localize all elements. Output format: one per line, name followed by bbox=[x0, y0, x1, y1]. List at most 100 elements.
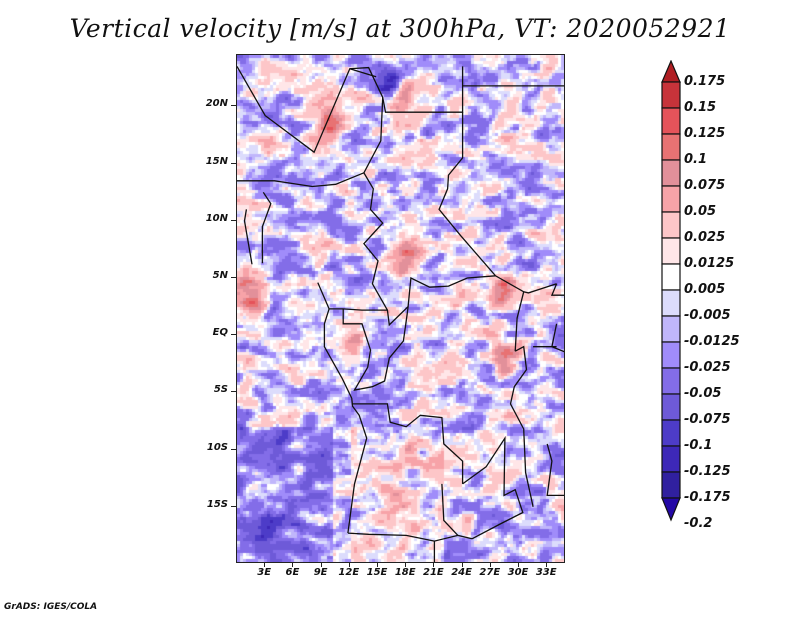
longitude-tick-label: 33E bbox=[535, 567, 557, 578]
latitude-tick bbox=[231, 391, 236, 393]
longitude-tick-label: 9E bbox=[313, 567, 328, 578]
latitude-tick-label: 5S bbox=[213, 384, 228, 396]
colorbar-swatch bbox=[661, 159, 681, 187]
colorbar-tick-label: -0.005 bbox=[684, 308, 731, 323]
colorbar-tick-label: 0.025 bbox=[684, 230, 726, 245]
latitude-tick bbox=[231, 334, 236, 336]
longitude-tick bbox=[489, 563, 491, 567]
colorbar-tick-label: 0.15 bbox=[684, 100, 717, 115]
colorbar-swatch bbox=[661, 367, 681, 395]
colorbar-tick-label: -0.2 bbox=[684, 516, 713, 531]
latitude-tick bbox=[231, 277, 236, 279]
colorbar-swatch bbox=[661, 393, 681, 421]
latitude-tick bbox=[231, 219, 236, 221]
map-panel bbox=[236, 54, 565, 563]
colorbar-tick-label: -0.175 bbox=[684, 490, 731, 505]
colorbar-swatch bbox=[661, 445, 681, 473]
latitude-tick-label: 10S bbox=[206, 441, 228, 453]
colorbar-tick-label: 0.05 bbox=[684, 204, 717, 219]
colorbar-swatch bbox=[661, 263, 681, 291]
longitude-tick bbox=[546, 563, 548, 567]
colorbar-tick-label: -0.05 bbox=[684, 386, 722, 401]
border-line bbox=[441, 483, 473, 540]
latitude-tick bbox=[231, 162, 236, 164]
longitude-tick bbox=[320, 563, 322, 567]
longitude-tick-label: 3E bbox=[257, 567, 272, 578]
longitude-tick-label: 27E bbox=[479, 567, 501, 578]
longitude-tick bbox=[433, 563, 435, 567]
colorbar-swatch bbox=[661, 289, 681, 317]
longitude-tick-label: 12E bbox=[338, 567, 360, 578]
latitude-tick bbox=[231, 505, 236, 507]
colorbar-tick-label: 0.175 bbox=[684, 74, 726, 89]
longitude-tick-label: 15E bbox=[366, 567, 388, 578]
colorbar-tick-label: 0.0125 bbox=[684, 256, 735, 271]
colorbar-tick-label: -0.1 bbox=[684, 438, 713, 453]
longitude-tick bbox=[461, 563, 463, 567]
border-line bbox=[317, 282, 388, 311]
colorbar-swatch bbox=[661, 237, 681, 265]
colorbar-swatch bbox=[661, 341, 681, 369]
credit-label: GrADS: IGES/COLA bbox=[4, 602, 98, 612]
colorbar-tick-label: 0.1 bbox=[684, 152, 708, 167]
border-line bbox=[438, 112, 557, 294]
latitude-tick-label: 5N bbox=[212, 270, 228, 282]
longitude-tick bbox=[518, 563, 519, 567]
colorbar-swatch bbox=[661, 185, 681, 213]
border-line bbox=[323, 308, 353, 399]
colorbar-swatch bbox=[661, 211, 681, 239]
longitude-tick bbox=[264, 563, 266, 567]
chart-title: Vertical velocity [m/s] at 300hPa, VT: 2… bbox=[69, 14, 731, 43]
longitude-tick-label: 21E bbox=[423, 567, 444, 578]
colorbar-legend: 0.175 0.15 0.125 0.1 0.075 0.05 0.025 0.0125 0.0… bbox=[660, 59, 780, 531]
border-line bbox=[550, 283, 564, 296]
latitude-tick bbox=[231, 448, 236, 450]
colorbar-swatch bbox=[661, 471, 681, 499]
border-line bbox=[237, 172, 365, 188]
border-line bbox=[261, 191, 272, 264]
border-line bbox=[349, 68, 377, 78]
latitude-tick-label: 15S bbox=[206, 498, 228, 510]
border-line bbox=[243, 209, 253, 265]
longitude-tick bbox=[405, 563, 407, 567]
colorbar-tick-label: 0.005 bbox=[684, 282, 726, 297]
longitude-tick-label: 24E bbox=[451, 567, 472, 578]
border-line bbox=[342, 306, 409, 392]
border-line bbox=[347, 532, 459, 542]
colorbar-tick-label: -0.125 bbox=[684, 464, 731, 479]
longitude-tick-label: 30E bbox=[507, 567, 529, 578]
colorbar-swatch bbox=[661, 133, 681, 161]
colorbar-swatch bbox=[661, 81, 681, 109]
border-line bbox=[347, 398, 368, 534]
colorbar-tick-label: 0.125 bbox=[684, 126, 726, 141]
border-line bbox=[363, 97, 496, 327]
longitude-tick-label: 6E bbox=[285, 567, 300, 578]
border-line bbox=[462, 435, 524, 540]
colorbar-max-arrow bbox=[661, 59, 681, 83]
colorbar-tick-label: 0.075 bbox=[684, 178, 726, 193]
longitude-tick bbox=[377, 563, 378, 567]
latitude-tick-label: 15N bbox=[205, 155, 228, 167]
vertical-velocity-field bbox=[237, 55, 564, 562]
colorbar-tick-label: -0.0125 bbox=[684, 334, 740, 349]
colorbar-tick-label: -0.075 bbox=[684, 412, 731, 427]
longitude-tick bbox=[292, 563, 294, 567]
latitude-tick-label: 10N bbox=[205, 212, 228, 224]
border-line bbox=[237, 66, 464, 154]
colorbar-min-arrow bbox=[661, 497, 681, 522]
latitude-tick-label: EQ bbox=[212, 327, 228, 339]
border-line bbox=[551, 323, 564, 353]
colorbar-tick-label: -0.025 bbox=[684, 360, 731, 375]
longitude-tick bbox=[348, 563, 350, 567]
border-line bbox=[514, 291, 525, 352]
colorbar-swatch bbox=[661, 315, 681, 343]
latitude-tick bbox=[231, 105, 236, 107]
latitude-tick-label: 20N bbox=[205, 98, 228, 110]
border-line bbox=[509, 345, 534, 507]
border-line bbox=[546, 443, 564, 497]
colorbar-swatch bbox=[661, 107, 681, 135]
country-borders bbox=[237, 66, 564, 562]
border-line bbox=[351, 403, 464, 484]
longitude-tick-label: 18E bbox=[394, 567, 416, 578]
colorbar-swatch bbox=[661, 419, 681, 447]
